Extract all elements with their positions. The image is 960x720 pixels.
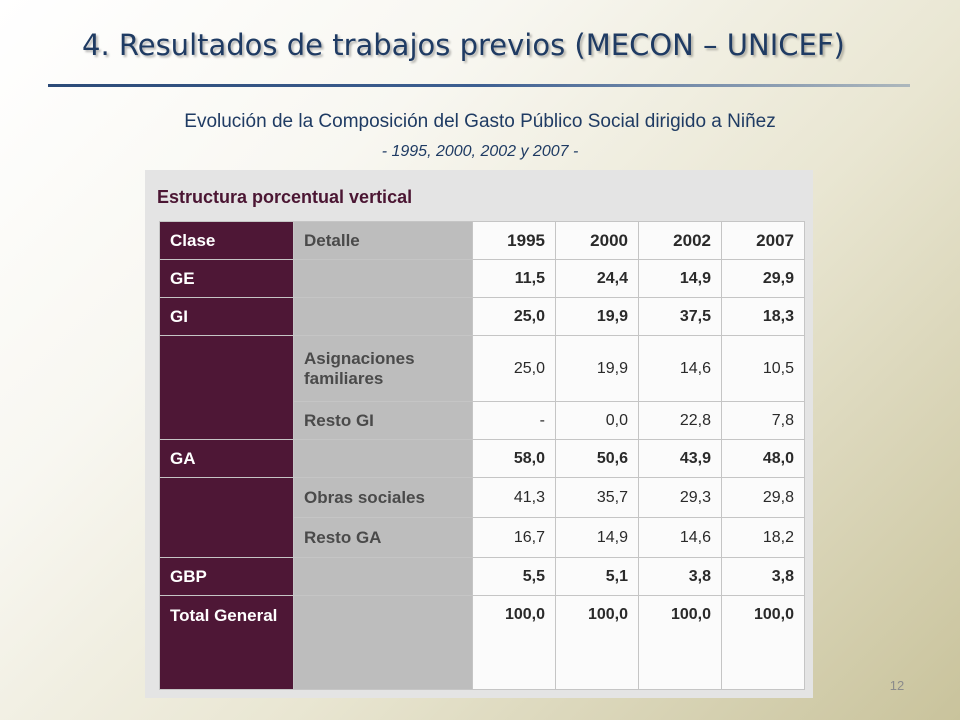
value-cell: 11,5 — [472, 259, 556, 298]
value-cell: 29,9 — [721, 259, 805, 298]
slide-subtitle: Evolución de la Composición del Gasto Pú… — [184, 111, 776, 132]
value-cell: 19,9 — [555, 335, 639, 402]
table-row: GA 58,0 50,6 43,9 48,0 — [159, 439, 805, 478]
value-cell: 25,0 — [472, 297, 556, 336]
row-detalle — [293, 297, 473, 336]
value-cell: 5,5 — [472, 557, 556, 596]
row-detalle: Resto GA — [293, 517, 473, 558]
header-year: 1995 — [472, 221, 556, 260]
row-clase — [159, 477, 294, 558]
table-caption: Estructura porcentual vertical — [157, 187, 413, 207]
page-number: 12 — [889, 678, 905, 693]
table-row: GBP 5,5 5,1 3,8 3,8 — [159, 557, 805, 596]
value-cell: 100,0 — [638, 595, 722, 690]
row-detalle: Obras sociales — [293, 477, 473, 518]
row-detalle — [293, 439, 473, 478]
title-underline — [48, 84, 910, 87]
value-cell: 14,6 — [638, 517, 722, 558]
table-row: Obras sociales 41,3 35,7 29,3 29,8 — [159, 477, 805, 558]
value-cell: 48,0 — [721, 439, 805, 478]
header-detalle: Detalle — [293, 221, 473, 260]
table-row-total: Total General 100,0 100,0 100,0 100,0 — [159, 595, 805, 690]
row-detalle — [293, 259, 473, 298]
row-detalle — [293, 595, 473, 690]
row-clase: GI — [159, 297, 294, 336]
value-cell: 100,0 — [472, 595, 556, 690]
value-cell: 3,8 — [638, 557, 722, 596]
table-header-row: Clase Detalle 1995 2000 2002 2007 — [159, 221, 805, 260]
header-year: 2000 — [555, 221, 639, 260]
row-clase: GBP — [159, 557, 294, 596]
value-cell: 58,0 — [472, 439, 556, 478]
value-cell: 18,2 — [721, 517, 805, 558]
table-row: GI 25,0 19,9 37,5 18,3 — [159, 297, 805, 336]
value-cell: 50,6 — [555, 439, 639, 478]
table-row: Resto GI - 0,0 22,8 7,8 — [160, 401, 805, 440]
header-clase: Clase — [159, 221, 294, 260]
value-cell: 19,9 — [555, 297, 639, 336]
row-detalle — [293, 557, 473, 596]
value-cell: 18,3 — [721, 297, 805, 336]
header-year: 2002 — [638, 221, 722, 260]
value-cell: 24,4 — [555, 259, 639, 298]
row-detalle: Resto GI — [293, 401, 473, 440]
value-cell: 16,7 — [472, 517, 556, 558]
value-cell: 25,0 — [472, 335, 556, 402]
row-clase: GA — [159, 439, 294, 478]
slide-title: 4. Resultados de trabajos previos (MECON… — [82, 28, 845, 62]
row-clase — [159, 335, 294, 440]
row-clase: Total General — [159, 595, 294, 690]
value-cell: 5,1 — [555, 557, 639, 596]
table-row: GE 11,5 24,4 14,9 29,9 — [159, 259, 805, 298]
value-cell: 3,8 — [721, 557, 805, 596]
value-cell: 29,3 — [638, 477, 722, 518]
value-cell: 0,0 — [555, 401, 639, 440]
table-image-panel: Estructura porcentual vertical Clase Det… — [145, 170, 813, 698]
row-detalle: Asignaciones familiares — [293, 335, 473, 402]
value-cell: 14,6 — [638, 335, 722, 402]
value-cell: 29,8 — [721, 477, 805, 518]
value-cell: 35,7 — [555, 477, 639, 518]
table-row: Asignaciones familiares 25,0 19,9 14,6 1… — [159, 335, 805, 440]
value-cell: 100,0 — [555, 595, 639, 690]
value-cell: 7,8 — [721, 401, 805, 440]
header-year: 2007 — [721, 221, 805, 260]
value-cell: 41,3 — [472, 477, 556, 518]
slide-years-line: - 1995, 2000, 2002 y 2007 - — [381, 143, 579, 160]
value-cell: 14,9 — [555, 517, 639, 558]
value-cell: - — [472, 401, 556, 440]
value-cell: 100,0 — [721, 595, 805, 690]
value-cell: 14,9 — [638, 259, 722, 298]
value-cell: 43,9 — [638, 439, 722, 478]
value-cell: 37,5 — [638, 297, 722, 336]
value-cell: 22,8 — [638, 401, 722, 440]
row-clase: GE — [159, 259, 294, 298]
value-cell: 10,5 — [721, 335, 805, 402]
expenditure-table: Clase Detalle 1995 2000 2002 2007 GE 11,… — [159, 221, 805, 690]
